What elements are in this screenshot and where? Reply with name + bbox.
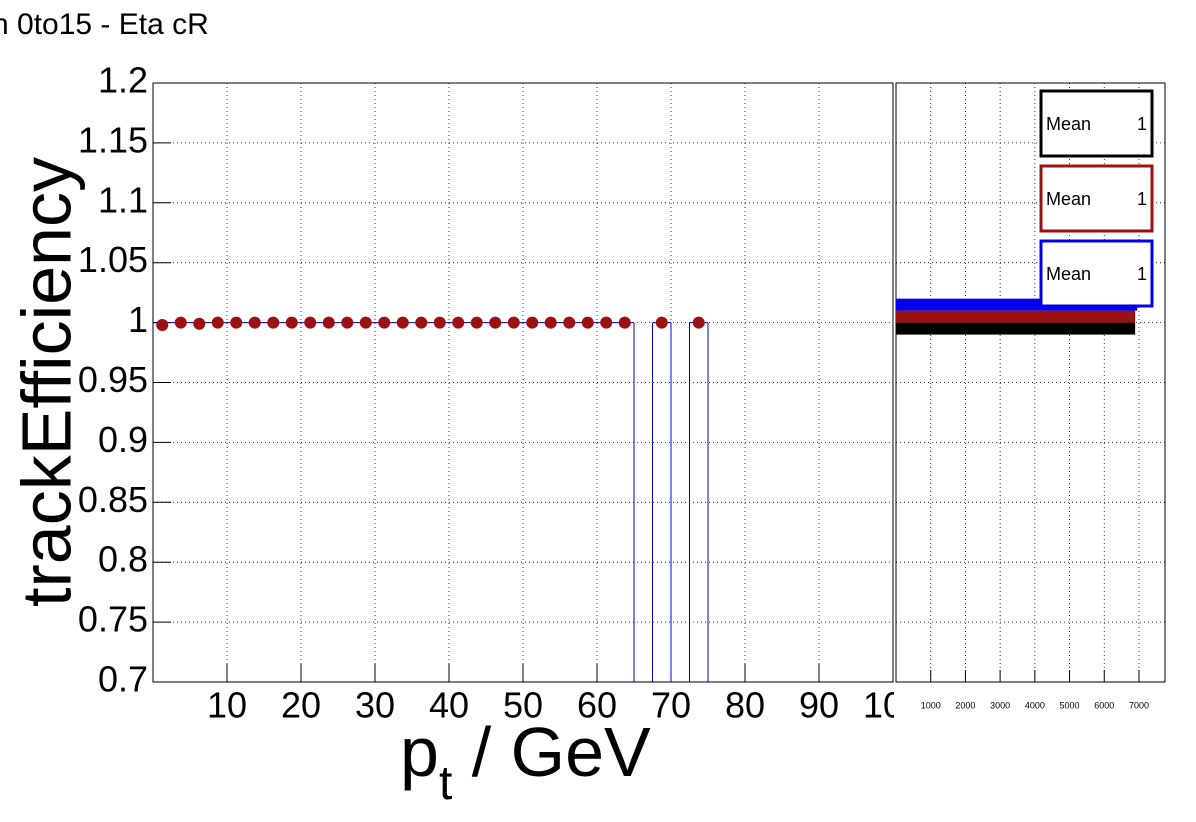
data-point xyxy=(692,316,705,329)
x-tick-label: 7000 xyxy=(1129,700,1149,710)
plot-frame xyxy=(152,82,894,683)
stats-box xyxy=(1039,89,1154,158)
x-axis-title-sub: t xyxy=(439,757,452,810)
stats-label: Mean xyxy=(1046,264,1091,284)
y-tick-label: 0.9 xyxy=(98,419,148,460)
data-point xyxy=(452,316,465,329)
x-tick-label: 5000 xyxy=(1060,700,1080,710)
plot-area xyxy=(153,316,709,682)
stats-value: 1 xyxy=(1137,114,1147,134)
stats-value: 1 xyxy=(1137,189,1147,209)
x-tick-label: 3000 xyxy=(990,700,1010,710)
x-axis-title-rest: / GeV xyxy=(452,713,651,791)
plot-frame xyxy=(895,82,1166,683)
x-tick-label: 1000 xyxy=(921,700,941,710)
data-point xyxy=(267,316,280,329)
y-tick-label: 0.85 xyxy=(78,479,148,520)
y-tick-label: 1.1 xyxy=(98,179,148,220)
x-tick-label: 20 xyxy=(281,685,321,726)
x-tick-label: 10 xyxy=(207,685,247,726)
data-point xyxy=(470,316,483,329)
data-point xyxy=(526,316,539,329)
data-point xyxy=(415,316,428,329)
data-point xyxy=(156,318,169,331)
x-axis-title: pt / GeV xyxy=(400,713,651,809)
stats-box xyxy=(1039,239,1154,308)
x-tick-label: 60 xyxy=(577,685,617,726)
bar xyxy=(896,310,1136,323)
stats-label: Mean xyxy=(1046,114,1091,134)
x-axis-title-main: p xyxy=(400,713,439,791)
data-point xyxy=(507,316,520,329)
x-tick-label: 6000 xyxy=(1094,700,1114,710)
data-point xyxy=(248,316,261,329)
x-tick-label: 40 xyxy=(429,685,469,726)
x-tick-label: 2000 xyxy=(955,700,975,710)
plot-area xyxy=(896,298,1138,335)
stats-box xyxy=(1039,164,1154,233)
y-tick-label: 1 xyxy=(128,299,148,340)
data-point xyxy=(378,316,391,329)
data-point xyxy=(341,316,354,329)
y-tick-label: 0.75 xyxy=(78,599,148,640)
data-point xyxy=(304,316,317,329)
x-tick-label: 4000 xyxy=(1025,700,1045,710)
x-tick-label: 80 xyxy=(725,685,765,726)
data-point xyxy=(489,316,502,329)
x-tick-label: 50 xyxy=(503,685,543,726)
y-tick-label: 1.15 xyxy=(78,119,148,160)
data-point xyxy=(618,316,631,329)
data-point xyxy=(600,316,613,329)
data-point xyxy=(230,316,243,329)
data-point xyxy=(433,316,446,329)
data-point xyxy=(581,316,594,329)
stats-label: Mean xyxy=(1046,189,1091,209)
chart-title: n 0to15 - Eta cR xyxy=(0,8,209,41)
data-point xyxy=(544,316,557,329)
data-point xyxy=(322,316,335,329)
data-point xyxy=(563,316,576,329)
data-point xyxy=(396,316,409,329)
x-tick-label: 30 xyxy=(355,685,395,726)
x-tick-label: 90 xyxy=(799,685,839,726)
y-tick-label: 1.05 xyxy=(78,239,148,280)
y-tick-label: 0.95 xyxy=(78,359,148,400)
bar xyxy=(896,298,1138,311)
data-point xyxy=(193,317,206,330)
x-tick-label: 70 xyxy=(651,685,691,726)
data-point xyxy=(655,316,668,329)
bar xyxy=(896,322,1136,335)
data-point xyxy=(211,316,224,329)
y-tick-label: 0.8 xyxy=(98,539,148,580)
y-tick-label: 1.2 xyxy=(98,60,148,101)
data-point xyxy=(174,316,187,329)
y-axis-title: trackEfficiency xyxy=(7,157,85,607)
data-point xyxy=(285,316,298,329)
data-point xyxy=(359,316,372,329)
stats-value: 1 xyxy=(1137,264,1147,284)
y-tick-label: 0.7 xyxy=(98,659,148,700)
